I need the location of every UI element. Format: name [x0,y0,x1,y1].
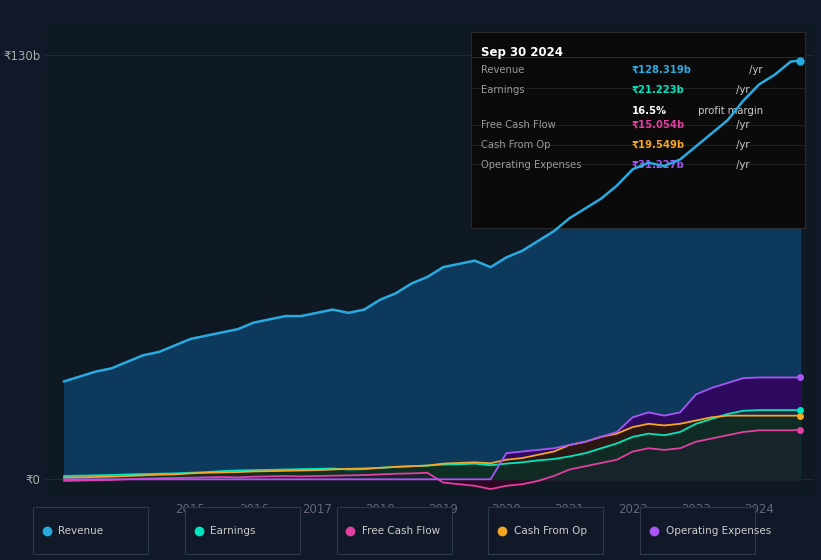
Text: Free Cash Flow: Free Cash Flow [362,526,440,535]
Text: Cash From Op: Cash From Op [514,526,587,535]
Text: Revenue: Revenue [58,526,103,535]
Text: Earnings: Earnings [210,526,255,535]
Text: Operating Expenses: Operating Expenses [666,526,771,535]
